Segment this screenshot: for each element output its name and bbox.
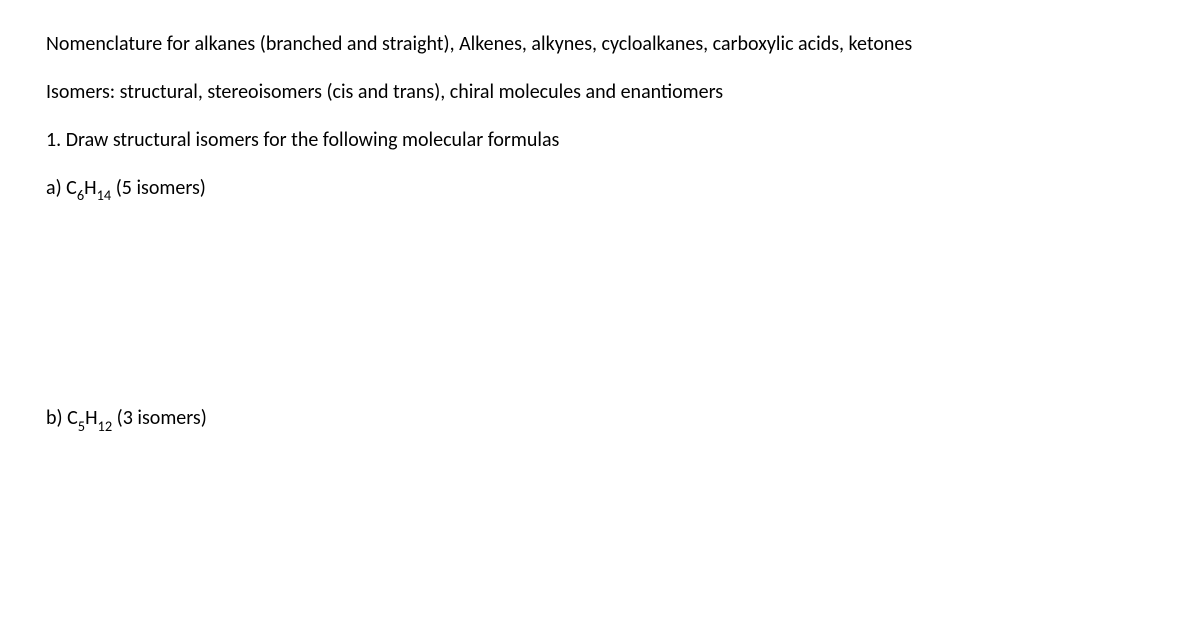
item-a-mid: H [84, 176, 96, 200]
topic-isomers: Isomers: structural, stereoisomers (cis … [46, 78, 1154, 106]
question-1: 1. Draw structural isomers for the follo… [46, 126, 1154, 154]
topic-nomenclature: Nomenclature for alkanes (branched and s… [46, 30, 1154, 58]
item-a-prefix: a) C [46, 176, 77, 200]
item-b-sub2: 12 [98, 417, 113, 435]
item-a-sub1: 6 [77, 186, 84, 204]
item-b: b) C5H12 (3 isomers) [46, 404, 1154, 434]
item-b-prefix: b) C [46, 406, 78, 430]
item-b-mid: H [85, 406, 97, 430]
item-b-suffix: (3 isomers) [112, 406, 207, 430]
item-b-sub1: 5 [78, 417, 85, 435]
item-a-sub2: 14 [97, 186, 112, 204]
item-a: a) C6H14 (5 isomers) [46, 174, 1154, 204]
item-a-suffix: (5 isomers) [111, 176, 206, 200]
